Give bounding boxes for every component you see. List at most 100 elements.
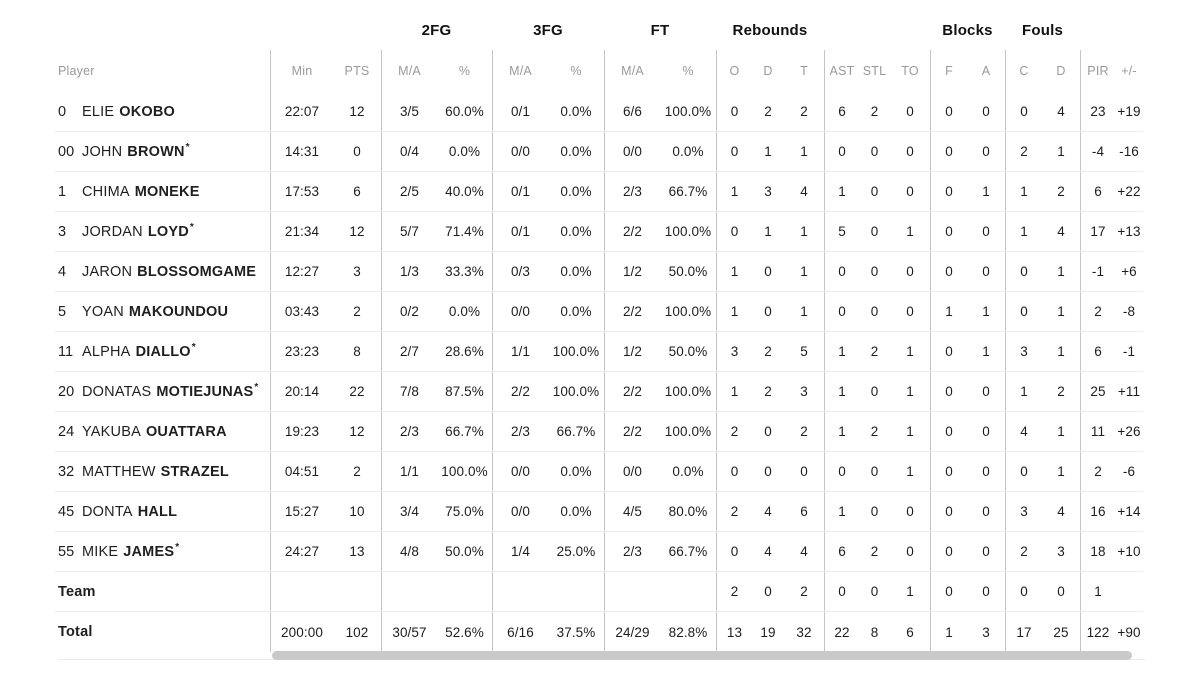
stat-cell: 3 xyxy=(1057,544,1065,559)
column-header-fouls-d: D xyxy=(1056,64,1066,78)
stat-cell: 0.0% xyxy=(560,184,592,199)
table-row: 24 YAKUBA OUATTARA 19:23 12 2/3 66.7% 2/… xyxy=(55,412,1143,452)
player-last-name: Total xyxy=(58,624,93,640)
stat-cell: 52.6% xyxy=(445,624,484,640)
stat-cell: 22 xyxy=(349,384,365,399)
stat-cell: 14:31 xyxy=(270,132,333,171)
stat-cell: 2/7 xyxy=(381,332,437,371)
stat-cell: 2 xyxy=(870,344,879,359)
stat-cell: +10 xyxy=(1117,544,1141,559)
stat-cell: 0 xyxy=(824,572,859,611)
stat-cell: 0/2 xyxy=(381,292,437,331)
stat-cell: 0 xyxy=(982,104,990,119)
stat-cell: 1 xyxy=(824,412,859,451)
stat-cell: 1 xyxy=(906,584,914,599)
column-header-stl: STL xyxy=(862,64,887,78)
stat-cell: 3 xyxy=(764,184,772,199)
stat-cell xyxy=(270,572,333,611)
stat-cell: 0 xyxy=(870,304,879,319)
stat-cell: 0 xyxy=(870,384,879,399)
stat-cell: 4 xyxy=(1057,504,1065,519)
starter-mark-icon: * xyxy=(189,222,194,233)
stat-cell: 12 xyxy=(349,224,365,239)
stat-cell: 19 xyxy=(760,624,776,640)
player-first-name: JORDAN xyxy=(82,223,143,240)
jersey-number: 32 xyxy=(58,463,75,480)
stat-cell: 0/0 xyxy=(492,452,548,491)
stat-cell: 6/16 xyxy=(492,612,548,652)
stat-cell: 1 xyxy=(930,612,967,652)
starter-mark-icon: * xyxy=(185,142,190,153)
column-header-pts: PTS xyxy=(344,64,370,78)
player-cell: 5 YOAN MAKOUNDOU xyxy=(55,292,270,331)
player-cell: 32 MATTHEW STRAZEL xyxy=(55,452,270,491)
stat-cell: 0.0% xyxy=(448,304,481,319)
stat-cell: 20:14 xyxy=(270,372,333,411)
stat-cell: 0 xyxy=(906,104,914,119)
stat-cell: 100.0% xyxy=(664,304,712,319)
column-header-min: Min xyxy=(270,50,333,92)
player-first-name: DONTA xyxy=(82,503,133,520)
stat-cell: 2 xyxy=(764,344,772,359)
stat-cell: 22 xyxy=(824,612,859,652)
stat-cell: 0 xyxy=(1057,584,1065,599)
stat-cell: 2 xyxy=(716,572,752,611)
stat-cell: 25 xyxy=(1053,624,1069,640)
stat-cell: 1 xyxy=(982,304,990,319)
stat-cell: 33.3% xyxy=(445,264,484,279)
stat-cell: 0 xyxy=(906,264,914,279)
stat-cell: 1/1 xyxy=(492,332,548,371)
column-header-reb-t: T xyxy=(800,64,808,78)
player-first-name: JARON xyxy=(82,263,133,280)
stat-cell: +11 xyxy=(1117,384,1141,399)
stat-cell xyxy=(381,572,437,611)
stat-cell: 0/1 xyxy=(492,172,548,211)
stat-cell: 0 xyxy=(764,304,772,319)
stat-cell: 50.0% xyxy=(668,344,708,359)
stat-cell: 0.0% xyxy=(672,464,704,479)
jersey-number: 5 xyxy=(58,303,67,320)
stat-cell: 60.0% xyxy=(445,104,484,119)
player-last-name: LOYD xyxy=(147,223,189,240)
player-last-name: Team xyxy=(58,583,96,600)
stat-cell: 2/2 xyxy=(604,412,660,451)
player-last-name: MOTIEJUNAS xyxy=(156,383,254,400)
stat-cell: 21:34 xyxy=(270,212,333,251)
stat-cell: 100.0% xyxy=(441,464,488,479)
stat-cell: 0 xyxy=(906,184,914,199)
stat-cell: 1 xyxy=(906,384,914,399)
stat-cell xyxy=(604,572,660,611)
stat-cell: 0 xyxy=(930,332,967,371)
stat-cell: 0 xyxy=(1005,452,1042,491)
stat-cell: 4 xyxy=(800,184,808,199)
jersey-number: 24 xyxy=(58,423,75,440)
stat-cell: 2 xyxy=(800,424,808,439)
group-header-rebounds: Rebounds xyxy=(732,22,808,39)
stat-cell: +26 xyxy=(1117,424,1141,439)
stat-cell: 1 xyxy=(824,172,859,211)
stat-cell: 1 xyxy=(1005,172,1042,211)
stat-cell: 6 xyxy=(824,92,859,131)
stat-cell: 18 xyxy=(1080,532,1115,571)
player-first-name: YAKUBA xyxy=(82,423,141,440)
stat-cell: 1 xyxy=(1080,572,1115,611)
stat-cell: 1/2 xyxy=(604,252,660,291)
stat-cell: 24/29 xyxy=(604,612,660,652)
table-row: 45 DONTA HALL 15:27 10 3/4 75.0% 0/0 0.0… xyxy=(55,492,1143,532)
stat-cell: 1/3 xyxy=(381,252,437,291)
horizontal-scrollbar-thumb[interactable] xyxy=(272,651,1132,660)
jersey-number: 55 xyxy=(58,543,75,560)
stat-cell: 100.0% xyxy=(664,384,712,399)
stat-cell: 6/6 xyxy=(604,92,660,131)
stat-cell: 122 xyxy=(1080,612,1115,652)
stat-cell: 0 xyxy=(982,424,990,439)
stat-cell: 2/3 xyxy=(604,532,660,571)
stat-cell: 0 xyxy=(930,492,967,531)
stat-cell: 0 xyxy=(716,132,752,171)
stat-cell: 32 xyxy=(796,624,812,640)
player-cell: 45 DONTA HALL xyxy=(55,492,270,531)
stat-cell xyxy=(437,572,492,611)
stat-cell: 24:27 xyxy=(270,532,333,571)
player-cell: 4 JARON BLOSSOMGAME xyxy=(55,252,270,291)
stat-cell: 0 xyxy=(930,452,967,491)
